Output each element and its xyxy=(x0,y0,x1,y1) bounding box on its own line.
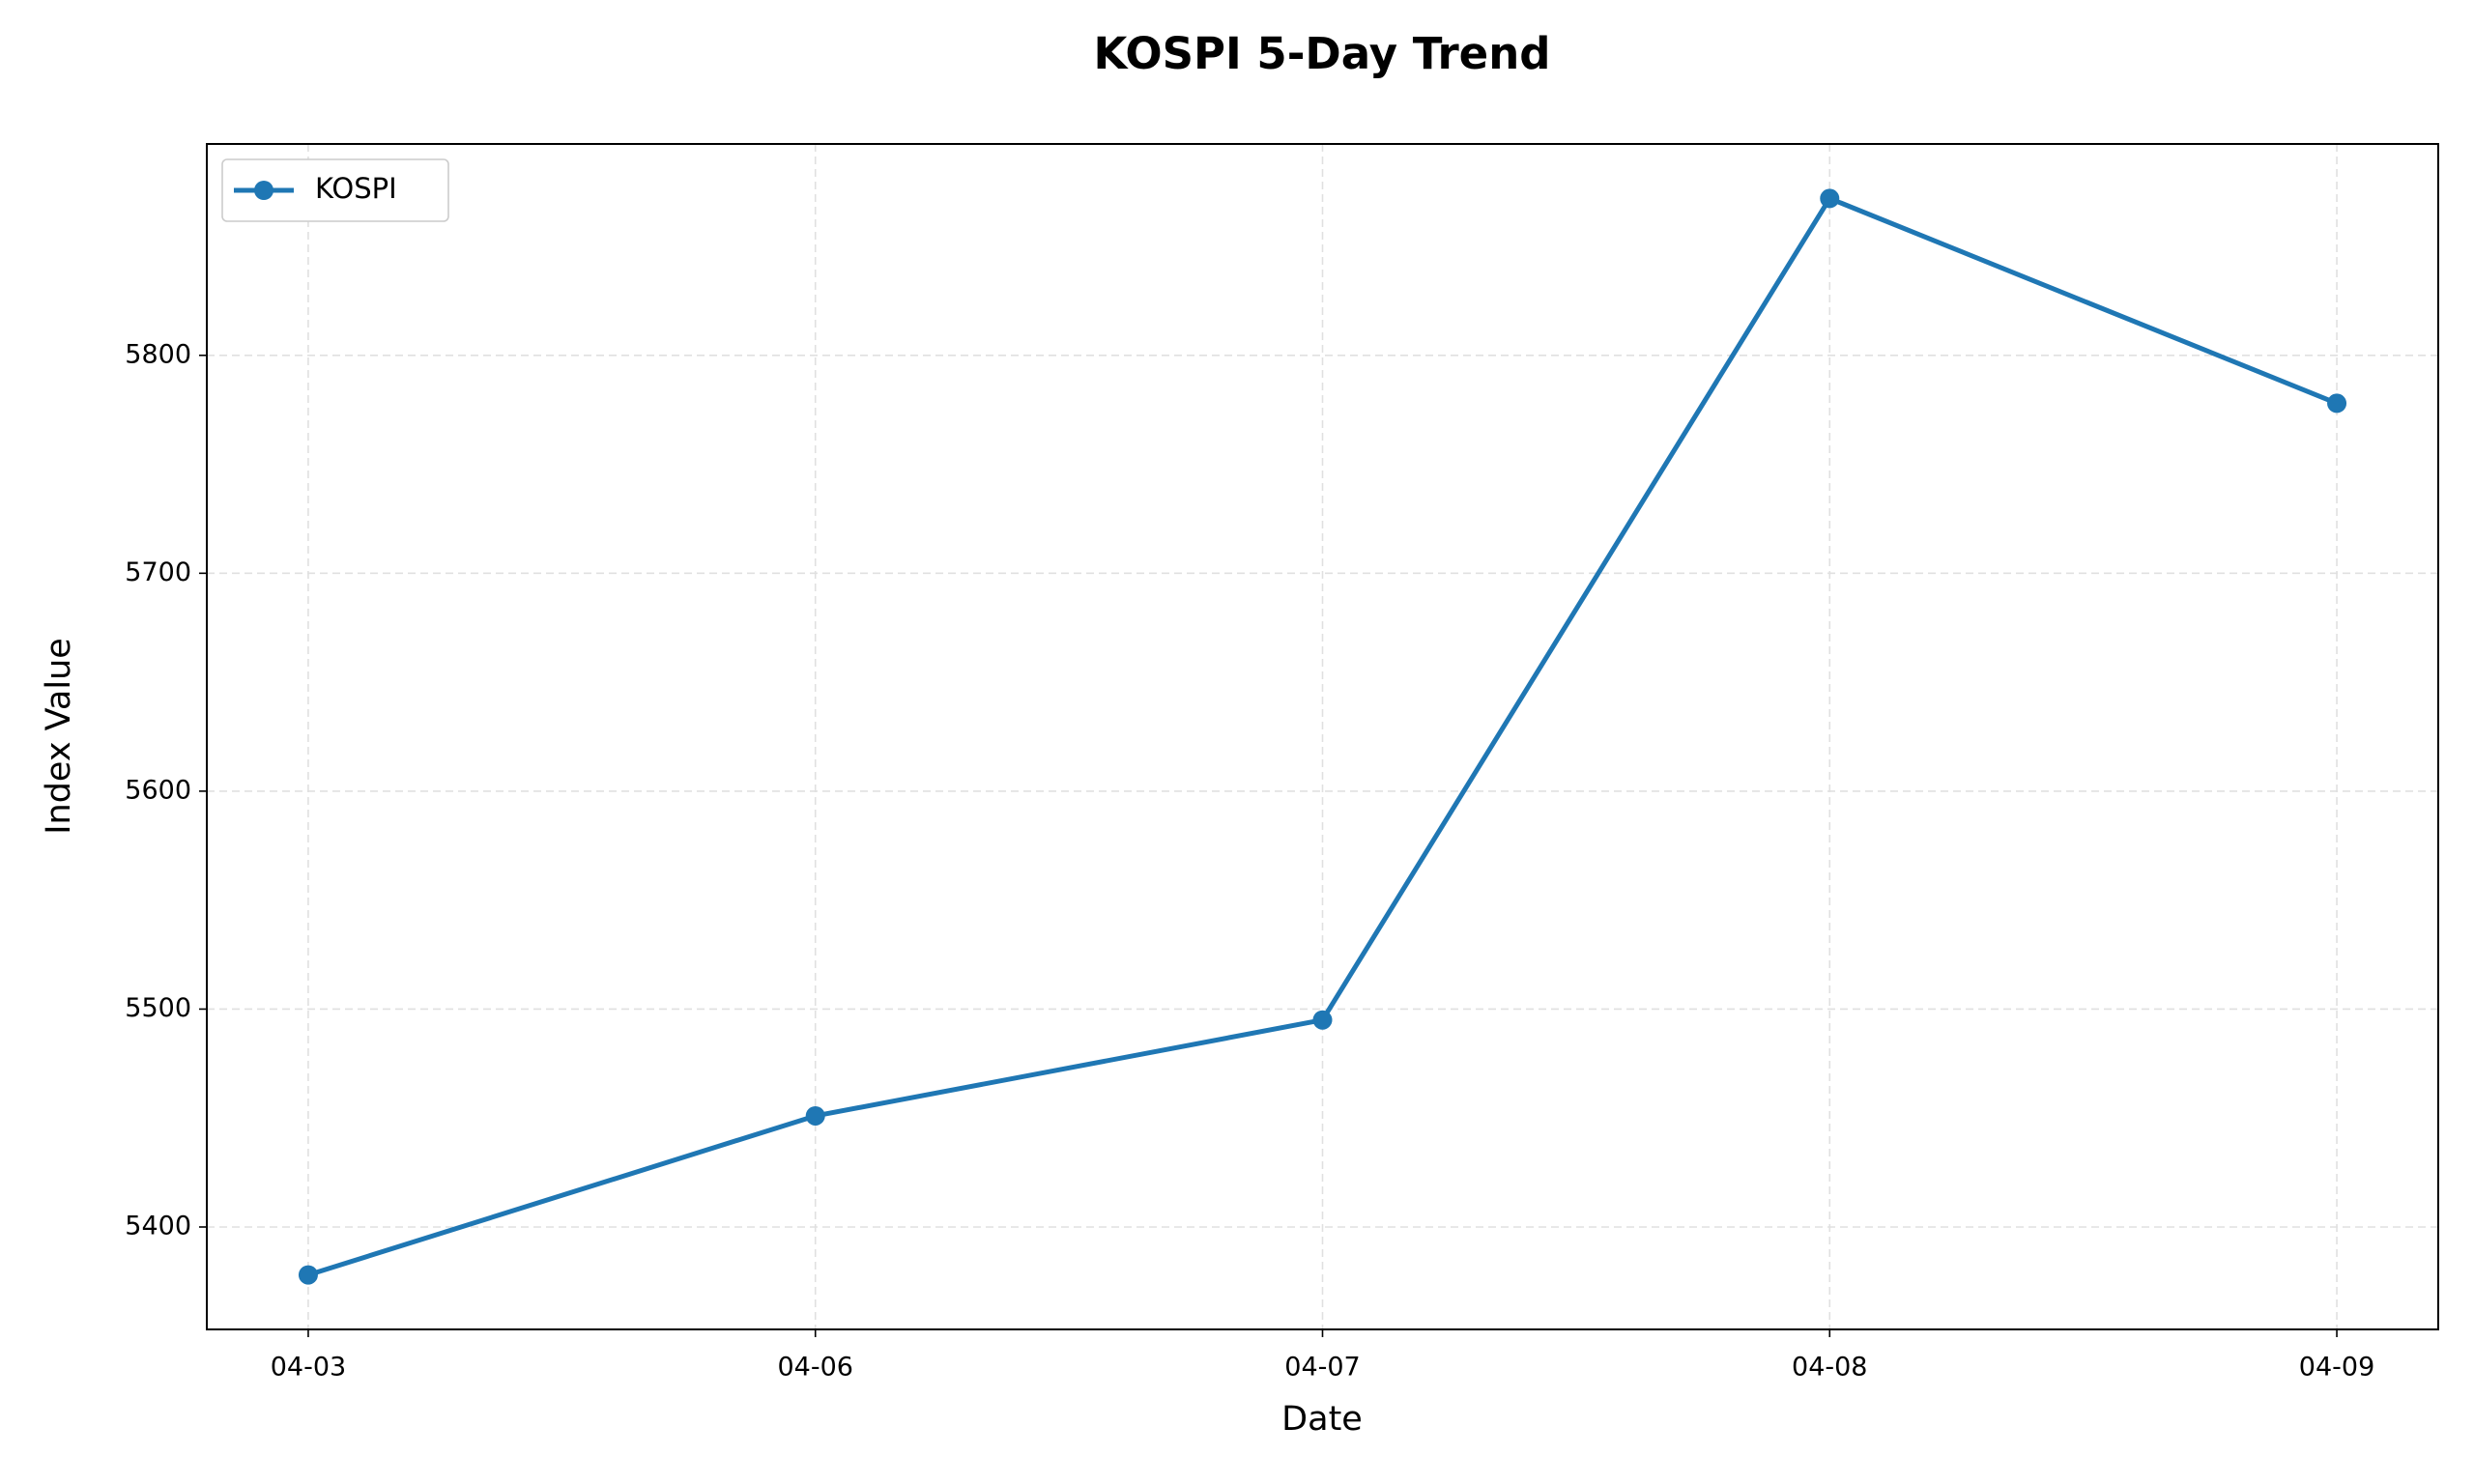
legend-label: KOSPI xyxy=(315,172,397,205)
x-tick-label: 04-03 xyxy=(271,1353,346,1383)
chart-title: KOSPI 5-Day Trend xyxy=(1094,28,1551,79)
y-tick-label: 5700 xyxy=(125,557,191,587)
x-tick-label: 04-07 xyxy=(1284,1353,1360,1383)
legend-marker xyxy=(254,181,273,200)
y-tick-label: 5800 xyxy=(125,339,191,369)
y-tick-label: 5600 xyxy=(125,775,191,805)
x-tick-label: 04-06 xyxy=(777,1353,852,1383)
data-point xyxy=(1312,1010,1333,1030)
legend-box xyxy=(221,158,449,222)
y-axis-label: Index Value xyxy=(40,638,78,835)
data-point xyxy=(805,1105,825,1126)
data-point xyxy=(2327,393,2347,414)
x-axis-label: Date xyxy=(1281,1400,1363,1439)
y-tick-label: 5400 xyxy=(125,1211,191,1241)
data-point xyxy=(298,1265,318,1285)
x-tick-label: 04-09 xyxy=(2299,1353,2374,1383)
y-tick-label: 5500 xyxy=(125,993,191,1023)
plot-frame xyxy=(206,143,2439,1330)
data-point xyxy=(1820,188,1840,209)
x-tick-label: 04-08 xyxy=(1792,1353,1867,1383)
